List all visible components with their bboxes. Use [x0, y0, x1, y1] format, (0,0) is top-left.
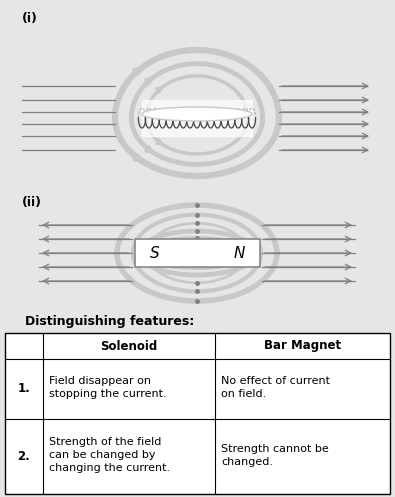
Text: S: S	[150, 246, 159, 260]
Text: N: N	[234, 246, 245, 260]
Text: 2.: 2.	[18, 450, 30, 463]
Bar	[5, 333, 390, 494]
Text: (i): (i)	[22, 12, 38, 25]
Bar	[135, 239, 260, 267]
Text: Bar Magnet: Bar Magnet	[264, 339, 341, 352]
Text: Solenoid: Solenoid	[100, 339, 158, 352]
Text: Field disappear on: Field disappear on	[49, 376, 151, 386]
Text: changed.: changed.	[221, 457, 273, 467]
Text: changing the current.: changing the current.	[49, 463, 170, 473]
Text: Strength of the field: Strength of the field	[49, 437, 162, 447]
Text: Strength cannot be: Strength cannot be	[221, 444, 329, 454]
Text: on field.: on field.	[221, 389, 266, 399]
Text: 1.: 1.	[18, 383, 30, 396]
Text: can be changed by: can be changed by	[49, 450, 156, 460]
Text: stopping the current.: stopping the current.	[49, 389, 167, 399]
Text: (ii): (ii)	[22, 196, 42, 209]
Ellipse shape	[142, 107, 252, 121]
Text: No effect of current: No effect of current	[221, 376, 330, 386]
Text: Distinguishing features:: Distinguishing features:	[25, 315, 194, 328]
